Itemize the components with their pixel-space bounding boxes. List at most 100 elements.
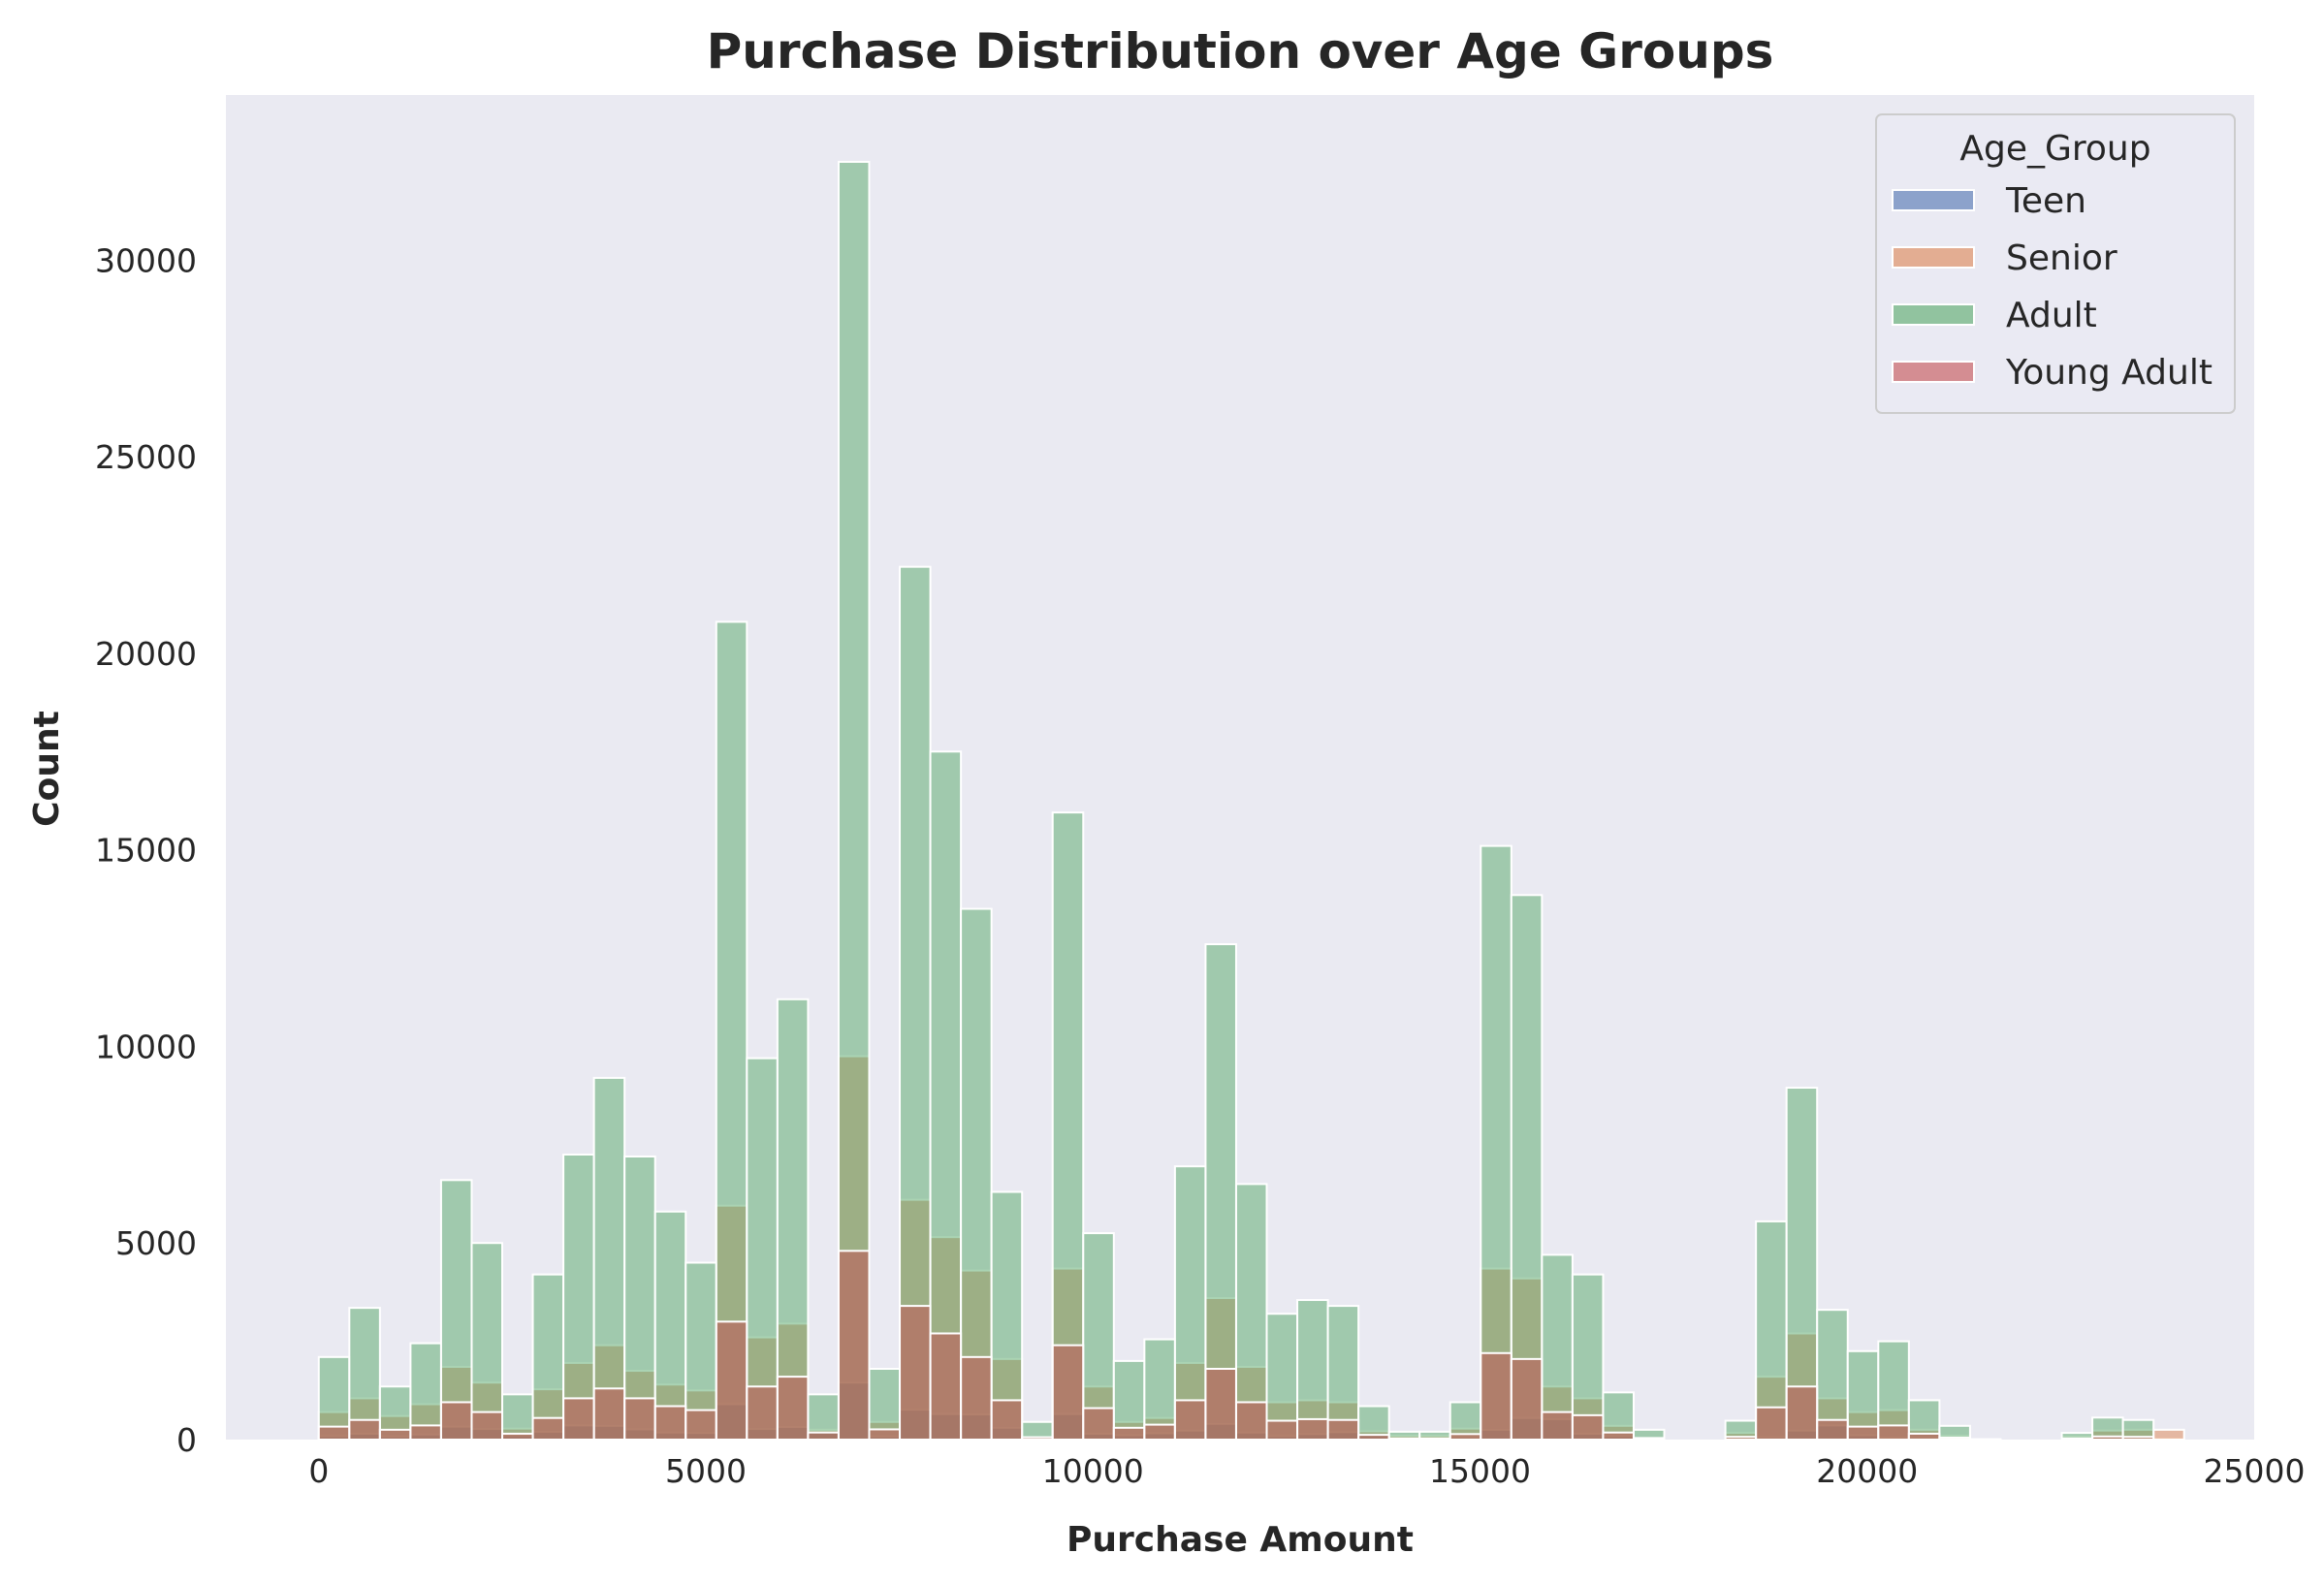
bar — [1143, 1423, 1176, 1441]
bar — [470, 1411, 504, 1441]
bar — [1632, 1437, 1666, 1442]
x-tick-label: 10000 — [1042, 1452, 1144, 1490]
bar — [592, 1076, 626, 1441]
bar — [1907, 1432, 1941, 1442]
x-axis-title: Purchase Amount — [1066, 1520, 1414, 1560]
bar — [990, 1190, 1024, 1441]
legend-entries: Teen Senior Adult Young Adult — [1892, 181, 2213, 393]
legend-swatch — [1892, 303, 1975, 326]
bar — [1234, 1183, 1268, 1441]
x-tick-label: 25000 — [2204, 1452, 2306, 1490]
bar — [776, 1376, 810, 1441]
bar — [2060, 1437, 2094, 1442]
y-axis-title: Count — [27, 711, 67, 827]
bars-layer — [317, 160, 2185, 1442]
bar — [776, 998, 810, 1442]
bar — [2091, 1435, 2124, 1442]
legend-title: Age_Group — [1959, 129, 2150, 169]
bar — [899, 1305, 932, 1441]
series-adult — [317, 160, 2155, 1442]
bar — [1204, 1368, 1237, 1441]
y-tick-label: 20000 — [95, 635, 197, 673]
bar — [1816, 1309, 1849, 1442]
bar — [715, 1320, 748, 1441]
bar — [623, 1397, 656, 1442]
bar — [1877, 1340, 1910, 1441]
bar — [1510, 894, 1544, 1441]
bar — [562, 1397, 595, 1442]
bar — [1877, 1424, 1910, 1442]
bar — [837, 1250, 871, 1441]
bar — [1510, 1357, 1544, 1441]
bar — [470, 1242, 504, 1441]
bar — [1755, 1406, 1788, 1441]
bar — [1051, 811, 1085, 1441]
legend-label: Young Adult — [2005, 353, 2213, 393]
bar — [1480, 844, 1512, 1441]
bar — [439, 1179, 473, 1441]
bar — [1755, 1220, 1788, 1442]
y-tick-label: 25000 — [95, 438, 197, 476]
bar — [929, 1332, 963, 1441]
bar — [439, 1401, 473, 1441]
bar — [2121, 1436, 2155, 1442]
bar — [653, 1405, 687, 1442]
bar — [1846, 1425, 1880, 1441]
bar — [1541, 1411, 1574, 1441]
bar — [715, 620, 748, 1441]
bar — [1449, 1433, 1482, 1441]
bar — [1938, 1436, 1971, 1441]
bar — [378, 1428, 412, 1441]
bar — [623, 1156, 656, 1441]
bar — [1571, 1413, 1605, 1441]
bar — [1112, 1426, 1146, 1441]
bar — [746, 1057, 779, 1441]
bar — [929, 750, 963, 1441]
bar — [1082, 1407, 1115, 1442]
bar — [592, 1387, 626, 1442]
bar — [348, 1307, 381, 1442]
bar — [1082, 1232, 1115, 1441]
y-tick-label: 15000 — [95, 832, 197, 870]
bar — [531, 1273, 565, 1442]
ticks-layer: 0 5000 10000 15000 20000 25000 0 5000 10000 15000… — [95, 241, 2305, 1490]
bar — [501, 1432, 534, 1442]
bar — [1326, 1418, 1360, 1441]
bar — [1234, 1401, 1268, 1441]
bar — [1112, 1359, 1146, 1442]
y-tick-label: 0 — [176, 1421, 197, 1459]
x-tick-label: 20000 — [1816, 1452, 1918, 1490]
bar — [1173, 1165, 1207, 1441]
bar — [1724, 1436, 1758, 1442]
bar — [1816, 1418, 1849, 1441]
bar — [868, 1428, 902, 1441]
series-young-adult — [317, 1250, 2155, 1442]
x-tick-label: 5000 — [665, 1452, 747, 1490]
bar — [1265, 1313, 1299, 1441]
bar — [348, 1418, 381, 1441]
bar — [746, 1385, 779, 1441]
legend-label: Adult — [2006, 296, 2097, 335]
bar — [1480, 1351, 1512, 1442]
bar — [1021, 1436, 1054, 1441]
bar — [1173, 1399, 1207, 1441]
legend-swatch — [1892, 246, 1975, 269]
bar — [1387, 1437, 1421, 1442]
bar — [990, 1399, 1024, 1441]
bar — [1418, 1437, 1451, 1442]
bar — [562, 1153, 595, 1441]
bar — [1265, 1419, 1299, 1442]
bar — [317, 1425, 351, 1441]
bar — [1357, 1434, 1390, 1442]
legend-swatch — [1892, 189, 1975, 211]
bar — [684, 1409, 717, 1441]
x-tick-label: 0 — [308, 1452, 329, 1490]
y-tick-label: 30000 — [95, 241, 197, 279]
bar — [1785, 1385, 1819, 1441]
y-tick-label: 10000 — [95, 1028, 197, 1065]
legend: Age_Group Teen Senior Adult Young Adult — [1875, 113, 2236, 414]
bar — [1326, 1305, 1360, 1441]
legend-swatch — [1892, 361, 1975, 383]
